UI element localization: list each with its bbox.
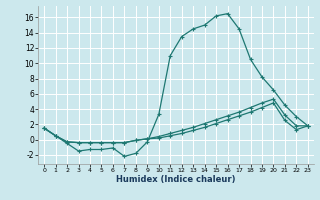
X-axis label: Humidex (Indice chaleur): Humidex (Indice chaleur)	[116, 175, 236, 184]
